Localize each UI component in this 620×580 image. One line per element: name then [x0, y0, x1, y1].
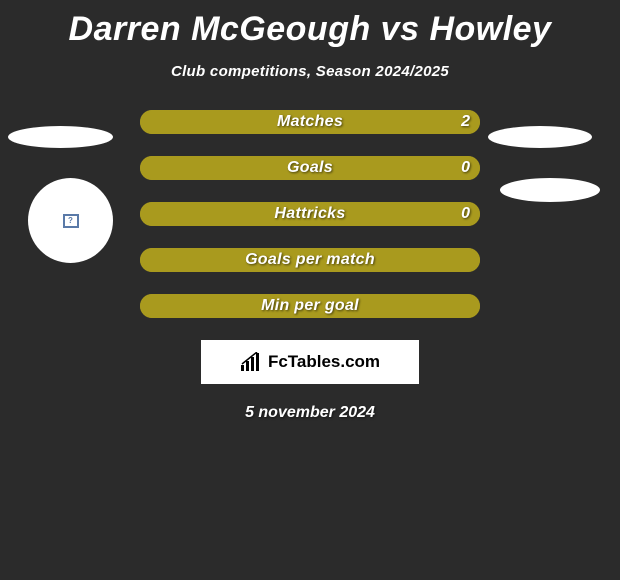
decor-ellipse — [500, 178, 600, 202]
decor-ellipse — [488, 126, 592, 148]
stat-label: Min per goal — [140, 294, 480, 318]
brand-text: FcTables.com — [268, 352, 380, 372]
date-text: 5 november 2024 — [0, 404, 620, 422]
player-avatar: ? — [28, 178, 113, 263]
stat-value: 0 — [461, 202, 470, 226]
page-title: Darren McGeough vs Howley — [0, 0, 620, 49]
stat-value: 0 — [461, 156, 470, 180]
page-subtitle: Club competitions, Season 2024/2025 — [0, 63, 620, 80]
stat-row: Min per goal — [140, 294, 480, 318]
stat-label: Goals per match — [140, 248, 480, 272]
stat-value: 2 — [461, 110, 470, 134]
stat-row: Matches2 — [140, 110, 480, 134]
stat-label: Matches — [140, 110, 480, 134]
decor-ellipse — [8, 126, 113, 148]
brand-box: FcTables.com — [201, 340, 419, 384]
stat-label: Goals — [140, 156, 480, 180]
stat-row: Hattricks0 — [140, 202, 480, 226]
stat-row: Goals0 — [140, 156, 480, 180]
avatar-placeholder-icon: ? — [63, 214, 79, 228]
stats-bars: Matches2Goals0Hattricks0Goals per matchM… — [140, 110, 480, 318]
brand-chart-icon — [240, 352, 264, 372]
stat-row: Goals per match — [140, 248, 480, 272]
stat-label: Hattricks — [140, 202, 480, 226]
